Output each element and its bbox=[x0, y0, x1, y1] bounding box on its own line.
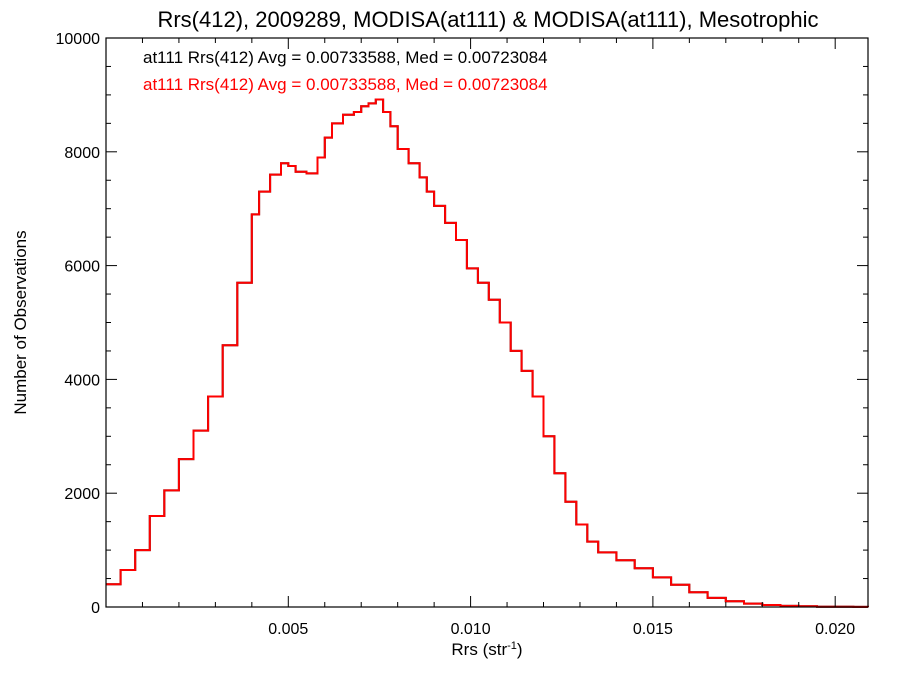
annotations: at111 Rrs(412) Avg = 0.00733588, Med = 0… bbox=[143, 48, 548, 94]
plot-area bbox=[106, 98, 869, 608]
x-tick-label: 0.005 bbox=[268, 621, 308, 638]
y-tick-label: 8000 bbox=[64, 145, 100, 162]
histogram-series-2 bbox=[106, 98, 869, 608]
annotation-line-1: at111 Rrs(412) Avg = 0.00733588, Med = 0… bbox=[143, 48, 548, 67]
y-tick-label: 6000 bbox=[64, 259, 100, 276]
x-axis-label-main: Rrs (str bbox=[451, 640, 507, 659]
plot-frame bbox=[105, 37, 869, 608]
histogram-series-1 bbox=[106, 98, 869, 608]
x-tick-label: 0.015 bbox=[633, 621, 673, 638]
y-tick-label: 0 bbox=[91, 600, 100, 617]
chart-title: Rrs(412), 2009289, MODISA(at111) & MODIS… bbox=[157, 7, 818, 32]
y-tick-label: 4000 bbox=[64, 372, 100, 389]
x-tick-label: 0.010 bbox=[451, 621, 491, 638]
y-axis-label: Number of Observations bbox=[11, 230, 30, 414]
x-axis-label: Rrs (str-1) bbox=[451, 640, 522, 659]
annotation-line-2: at111 Rrs(412) Avg = 0.00733588, Med = 0… bbox=[143, 75, 548, 94]
y-tick-label: 2000 bbox=[64, 486, 100, 503]
axis-ticks: 0.005 0.010 0.015 0.020 0 2000 4000 6000 8000 100… bbox=[56, 31, 868, 638]
x-axis-label-end: ) bbox=[517, 640, 523, 659]
x-tick-label: 0.020 bbox=[815, 621, 855, 638]
y-tick-label: 10000 bbox=[56, 31, 101, 48]
x-axis-label-superscript: -1 bbox=[507, 640, 517, 652]
